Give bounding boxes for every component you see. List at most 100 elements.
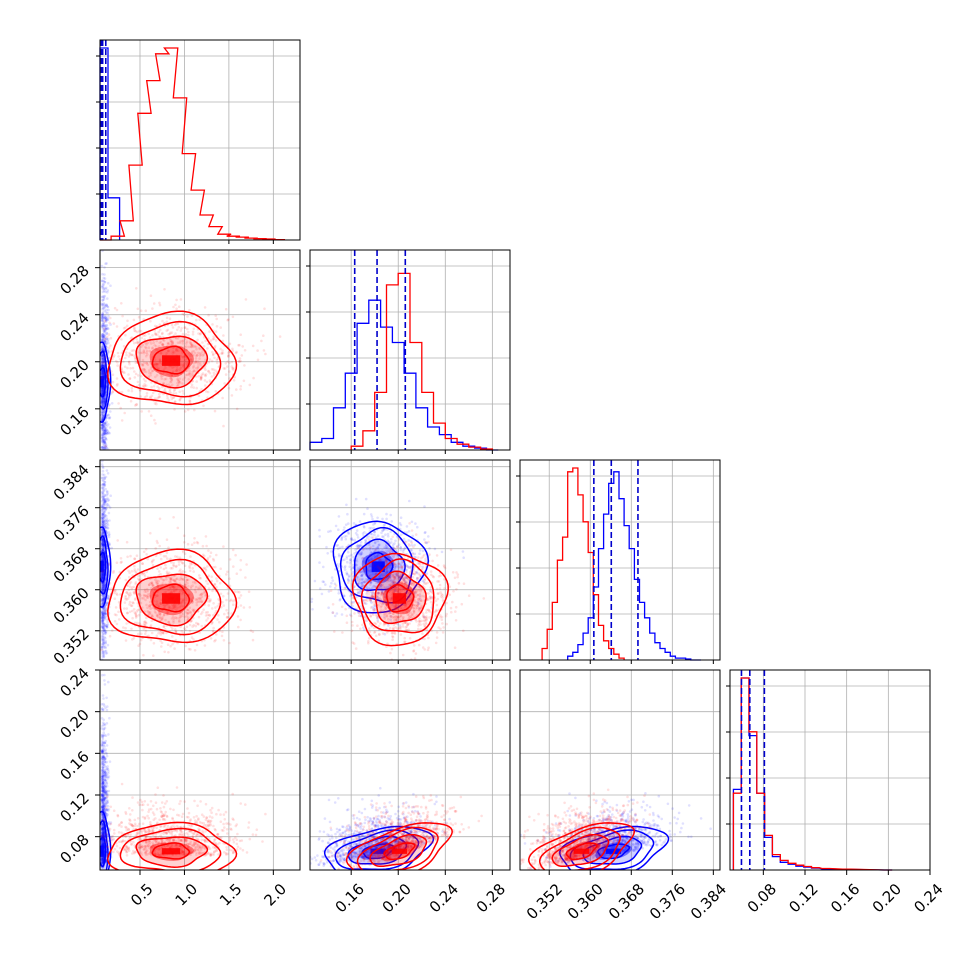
scatter-point (105, 521, 108, 524)
scatter-point (368, 543, 371, 547)
scatter-point (368, 552, 372, 556)
scatter-point (102, 279, 106, 283)
scatter-point (100, 361, 104, 365)
scatter-point (198, 361, 202, 364)
scatter-point (363, 567, 366, 571)
scatter-point (186, 582, 189, 585)
scatter-point (101, 426, 105, 430)
scatter-point (123, 607, 126, 610)
scatter-point (238, 596, 241, 600)
scatter-point (396, 565, 400, 568)
scatter-point (101, 334, 105, 338)
scatter-point (156, 348, 160, 352)
scatter-point (318, 587, 322, 590)
scatter-point (374, 536, 378, 539)
scatter-point (175, 564, 178, 568)
scatter-point (162, 389, 166, 393)
scatter-point (102, 614, 105, 617)
scatter-point (101, 556, 104, 559)
scatter-point (195, 601, 198, 604)
scatter-point (145, 343, 148, 346)
scatter-point (191, 608, 195, 612)
scatter-point (367, 559, 371, 562)
contour-series-0 (100, 526, 112, 608)
scatter-point (228, 577, 231, 580)
scatter-point (102, 497, 105, 501)
scatter-point (136, 351, 139, 354)
scatter-point (364, 616, 367, 620)
scatter-point (227, 351, 230, 355)
scatter-point (182, 534, 186, 537)
scatter-point (409, 615, 413, 618)
scatter-point (100, 490, 104, 494)
scatter-point (212, 602, 215, 605)
scatter-point (208, 371, 212, 375)
scatter-point (389, 618, 393, 621)
scatter-point (205, 544, 208, 548)
scatter-point (393, 618, 396, 622)
scatter-point (159, 572, 162, 576)
scatter-point (397, 566, 401, 570)
scatter-point (429, 570, 433, 573)
scatter-point (143, 395, 147, 399)
scatter-point (171, 340, 174, 344)
scatter-point (188, 400, 192, 403)
scatter-point (182, 598, 185, 602)
scatter-point (385, 512, 388, 516)
scatter-point (211, 350, 214, 354)
scatter-point (159, 340, 163, 344)
scatter-point (395, 572, 399, 575)
scatter-point (398, 565, 402, 568)
scatter-point (101, 572, 105, 575)
scatter-point (149, 361, 152, 364)
scatter-point (135, 403, 138, 407)
scatter-point (134, 358, 137, 362)
scatter-point (184, 598, 188, 602)
scatter-point (228, 361, 231, 365)
scatter-point (173, 605, 177, 609)
scatter-point (155, 363, 158, 366)
scatter-point (101, 353, 104, 357)
scatter-point (329, 529, 332, 533)
scatter-point (103, 426, 107, 430)
scatter-point (100, 531, 104, 534)
scatter-point (375, 547, 379, 550)
scatter-point (142, 349, 146, 352)
contour-series-0 (100, 341, 112, 423)
scatter-point (126, 611, 129, 615)
scatter-point (101, 599, 104, 602)
scatter-point (172, 589, 176, 592)
scatter-point (105, 432, 109, 435)
scatter-point (169, 339, 172, 343)
scatter-point (101, 438, 105, 442)
scatter-point (172, 305, 175, 309)
scatter-point (212, 337, 216, 341)
scatter-point (101, 644, 104, 647)
scatter-point (130, 627, 133, 631)
scatter-point (204, 614, 208, 617)
scatter-point (377, 579, 381, 583)
scatter-point (175, 307, 178, 311)
scatter-point (414, 556, 418, 559)
scatter-point (193, 588, 197, 592)
scatter-point (166, 372, 169, 376)
scatter-point (101, 307, 104, 311)
scatter-point (101, 512, 105, 516)
scatter-point (356, 576, 360, 579)
scatter-point (104, 429, 108, 433)
scatter-point (166, 396, 169, 400)
scatter-point (388, 600, 392, 604)
scatter-point (106, 305, 109, 308)
scatter-point (105, 262, 108, 265)
scatter-point (177, 379, 181, 383)
scatter-point (128, 377, 132, 380)
scatter-point (103, 499, 106, 503)
scatter-panel-p1-p2 (99, 249, 301, 451)
scatter-point (143, 383, 146, 386)
scatter-point (436, 597, 440, 601)
scatter-point (101, 486, 105, 489)
scatter-point (105, 337, 108, 340)
scatter-point (247, 590, 251, 593)
scatter-point (100, 397, 104, 401)
scatter-point (200, 351, 204, 354)
